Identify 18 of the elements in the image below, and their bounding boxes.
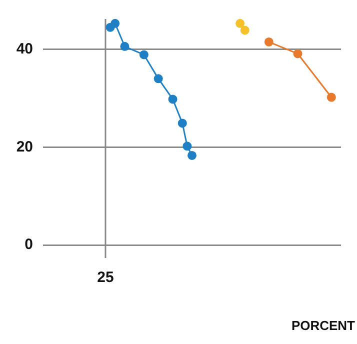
point	[188, 150, 196, 160]
point	[154, 74, 163, 84]
point	[110, 18, 120, 28]
point	[326, 92, 336, 102]
y-tick-label: 20	[16, 138, 33, 156]
y-tick-label: 0	[24, 236, 33, 254]
point	[264, 37, 274, 46]
point	[182, 142, 192, 151]
point	[240, 26, 250, 35]
point	[293, 49, 302, 58]
point	[120, 42, 130, 51]
x-tick-label: 25	[97, 269, 114, 286]
point	[178, 118, 187, 128]
point	[168, 94, 178, 104]
y-tick-label: 40	[16, 40, 33, 58]
point	[139, 50, 148, 60]
point	[236, 18, 245, 28]
x-axis-title: PORCENT	[291, 318, 356, 333]
